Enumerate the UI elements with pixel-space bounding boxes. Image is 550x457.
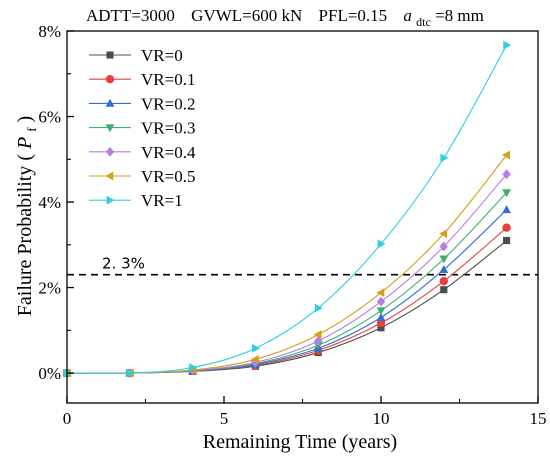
data-point xyxy=(501,150,510,160)
y-tick-label: 2% xyxy=(38,279,61,298)
reference-line-label: 2. 3% xyxy=(102,255,145,273)
y-tick-label: 8% xyxy=(38,22,61,41)
legend-marker xyxy=(105,171,114,181)
data-point xyxy=(440,153,449,163)
data-point xyxy=(313,330,322,339)
header-adtc-symbol: a xyxy=(403,6,412,25)
axes-group: 0 5 10 15 0% 2% 4% 6% 8% xyxy=(38,22,546,428)
x-tick-label: 15 xyxy=(530,409,547,428)
data-point xyxy=(502,205,512,214)
data-point xyxy=(377,324,385,332)
legend-item: VR=1 xyxy=(89,191,183,210)
header-gvwl: GVWL=600 kN xyxy=(191,6,302,25)
data-point xyxy=(502,189,512,198)
series-vr-1 xyxy=(63,40,512,378)
x-tick-label: 0 xyxy=(63,409,72,428)
legend-label: VR=0.3 xyxy=(141,119,195,138)
y-axis-title-close: ) xyxy=(14,116,36,123)
x-axis-title: Remaining Time (years) xyxy=(203,431,397,453)
data-point xyxy=(439,264,449,273)
data-point xyxy=(314,303,323,313)
header-pfl: PFL=0.15 xyxy=(319,6,388,25)
y-tick-label: 4% xyxy=(38,193,61,212)
data-point xyxy=(252,343,261,353)
y-axis-title: Failure Probability ( P f ) xyxy=(14,116,41,316)
legend-marker xyxy=(106,195,115,205)
data-point xyxy=(376,288,385,298)
y-axis-title-subscript: f xyxy=(24,127,39,132)
legend-marker xyxy=(105,146,115,157)
data-point xyxy=(376,307,386,316)
y-axis-title-text: Failure Probability ( xyxy=(14,154,36,317)
series-group xyxy=(62,40,512,378)
legend-label: VR=0.5 xyxy=(141,167,195,186)
data-point xyxy=(439,241,448,252)
data-point xyxy=(439,229,448,239)
data-point xyxy=(502,169,511,180)
legend-label: VR=0.2 xyxy=(141,94,195,113)
legend-label: VR=0 xyxy=(141,46,183,65)
y-tick-label: 6% xyxy=(38,108,61,127)
legend-marker xyxy=(106,51,114,59)
legend-item: VR=0.5 xyxy=(89,167,195,186)
legend-marker xyxy=(105,98,115,107)
header-adtt: ADTT=3000 xyxy=(86,6,175,25)
legend: VR=0 VR=0.1 VR=0.2 VR=0.3 VR=0.4 VR=0.5 VR=1 xyxy=(89,46,196,210)
legend-label: VR=0.1 xyxy=(141,70,195,89)
reference-line-group: 2. 3% xyxy=(67,255,538,276)
x-tick-label: 10 xyxy=(373,409,390,428)
data-point xyxy=(502,223,511,232)
series-line xyxy=(66,44,508,375)
legend-item: VR=0.2 xyxy=(89,94,195,113)
data-point xyxy=(189,363,198,372)
data-point xyxy=(376,318,386,328)
legend-marker xyxy=(105,124,115,133)
data-point xyxy=(440,286,448,294)
series-line xyxy=(66,173,508,374)
data-point xyxy=(503,236,511,245)
legend-label: VR=0.4 xyxy=(141,143,196,162)
data-point xyxy=(439,276,448,286)
legend-item: VR=0.4 xyxy=(89,143,196,162)
legend-item: VR=0.3 xyxy=(89,119,195,138)
data-point xyxy=(503,40,512,50)
y-axis-title-symbol: P xyxy=(14,137,36,150)
data-point xyxy=(376,312,386,321)
data-point xyxy=(126,368,135,378)
x-tick-label: 5 xyxy=(220,409,229,428)
legend-item: VR=0.1 xyxy=(89,70,195,89)
data-point xyxy=(439,255,449,264)
data-point xyxy=(313,341,323,350)
plot-frame xyxy=(66,30,539,404)
legend-label: VR=1 xyxy=(141,191,183,210)
legend-marker xyxy=(105,75,115,84)
chart-header: ADTT=3000 GVWL=600 kN PFL=0.15 a dtc =8 … xyxy=(86,6,484,30)
header-adtc-subscript: dtc xyxy=(416,15,431,29)
data-point xyxy=(314,336,323,346)
legend-item: VR=0 xyxy=(89,46,183,65)
data-point xyxy=(250,354,259,364)
data-point xyxy=(376,296,386,307)
data-point xyxy=(377,239,386,249)
header-adtc-value: =8 mm xyxy=(435,6,484,25)
y-tick-label: 0% xyxy=(38,364,61,383)
